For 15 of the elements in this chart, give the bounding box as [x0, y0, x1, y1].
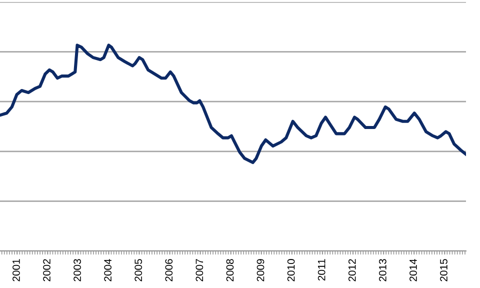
- x-tick-label: 2004: [104, 258, 112, 282]
- x-tick-label: 2014: [410, 258, 417, 282]
- x-tick-label: 2012: [348, 259, 356, 282]
- x-tick-label: 2009: [256, 259, 264, 282]
- x-tick-label: 2015: [440, 259, 448, 282]
- x-tick-label: 2007: [196, 259, 204, 282]
- x-tick-label: 2008: [226, 259, 234, 282]
- x-tick-label: 2005: [134, 259, 142, 282]
- x-tick-label: 2003: [74, 259, 81, 282]
- x-tick-label: 2010: [287, 259, 295, 282]
- x-tick-label: 2006: [165, 259, 173, 282]
- x-tick-label: 2011: [318, 259, 326, 281]
- x-tick-label: 2013: [378, 259, 386, 282]
- x-tick-label: 2002: [43, 259, 50, 282]
- x-tick-label: 2001: [12, 259, 20, 282]
